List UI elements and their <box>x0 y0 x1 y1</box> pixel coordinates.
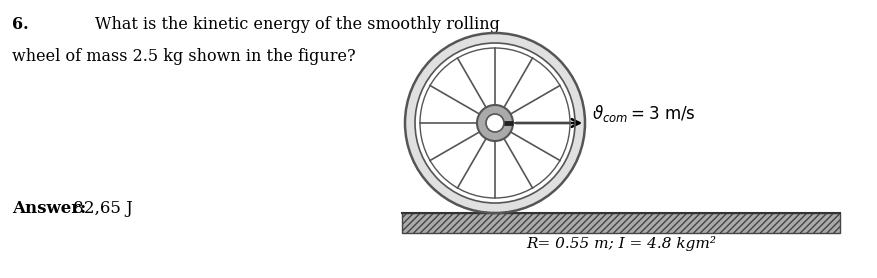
Circle shape <box>415 43 575 203</box>
Text: $\mathit{\vartheta}_{com}$$= 3\ \mathrm{m/s}$: $\mathit{\vartheta}_{com}$$= 3\ \mathrm{… <box>592 103 695 124</box>
Circle shape <box>405 33 585 213</box>
Text: What is the kinetic energy of the smoothly rolling: What is the kinetic energy of the smooth… <box>95 16 500 33</box>
Bar <box>402 213 840 233</box>
Text: R= 0.55 m; I = 4.8 kgm²: R= 0.55 m; I = 4.8 kgm² <box>526 236 716 251</box>
Circle shape <box>486 114 504 132</box>
Circle shape <box>477 105 513 141</box>
Text: 6.: 6. <box>12 16 29 33</box>
Text: Answer:: Answer: <box>12 200 86 217</box>
Text: 82,65 J: 82,65 J <box>68 200 132 217</box>
Text: wheel of mass 2.5 kg shown in the figure?: wheel of mass 2.5 kg shown in the figure… <box>12 48 356 65</box>
